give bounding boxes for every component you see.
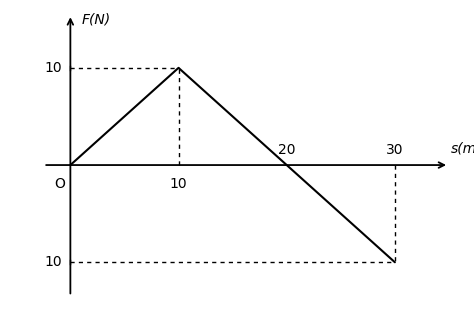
Text: 20: 20 — [278, 143, 295, 157]
Text: 30: 30 — [386, 143, 404, 157]
Text: 10: 10 — [44, 61, 62, 75]
Text: s(m): s(m) — [451, 141, 474, 155]
Text: 10: 10 — [170, 177, 187, 191]
Text: O: O — [54, 177, 65, 191]
Text: F(N): F(N) — [81, 12, 110, 26]
Text: 10: 10 — [44, 255, 62, 269]
